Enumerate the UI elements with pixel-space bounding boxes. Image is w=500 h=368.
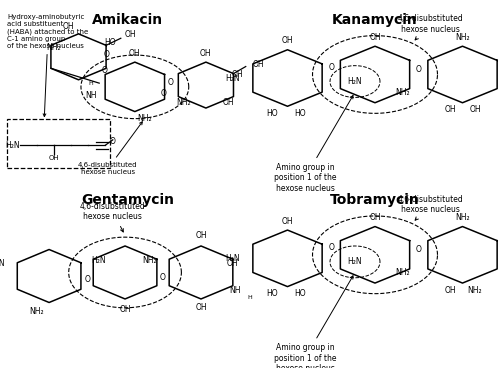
Text: H₂N: H₂N [225,74,240,82]
Text: 4,6-disubstituted
hexose nucleus: 4,6-disubstituted hexose nucleus [397,195,463,220]
Text: OH: OH [119,305,131,314]
Text: Kanamycin: Kanamycin [332,13,418,26]
Text: O: O [416,245,422,254]
Text: O: O [328,63,334,72]
Text: NH₂: NH₂ [138,114,152,123]
Text: OH: OH [129,49,140,58]
Text: 4,6-disubstituted
hexose nucleus: 4,6-disubstituted hexose nucleus [78,122,142,175]
Text: NH: NH [230,286,241,295]
Text: NH: NH [85,91,96,100]
Text: OH: OH [232,70,243,79]
Text: OH: OH [252,60,264,69]
Text: OH: OH [369,213,381,222]
Text: H₂N: H₂N [348,77,362,86]
Text: Gentamycin: Gentamycin [81,193,174,207]
Text: O: O [84,275,90,284]
Text: OH: OH [282,36,294,45]
Text: OH: OH [63,22,74,31]
Text: O: O [160,273,166,282]
Text: H₂N: H₂N [5,141,20,150]
Text: O: O [102,66,107,75]
Text: H: H [248,295,252,300]
Text: O: O [328,243,334,252]
Text: NH₂: NH₂ [455,213,470,222]
Text: 4,6-disubstituted
hexose nucleus: 4,6-disubstituted hexose nucleus [80,202,146,232]
Text: Amino group in
position 1 of the
hexose nucleus: Amino group in position 1 of the hexose … [274,276,353,368]
Text: OH: OH [195,231,207,240]
Text: NH₂: NH₂ [46,43,62,53]
Text: OH: OH [222,98,234,107]
Text: Hydroxy-aminobutyric
acid substituent
(HABA) attached to the
C-1 amino group
of : Hydroxy-aminobutyric acid substituent (H… [8,14,88,117]
Text: HO: HO [266,289,278,298]
Text: NH₂: NH₂ [176,98,191,107]
Text: NH₂: NH₂ [30,307,44,316]
Text: OH: OH [200,49,211,58]
Text: O: O [160,89,166,98]
Text: 4,6-disubstituted
hexose nucleus: 4,6-disubstituted hexose nucleus [397,14,463,40]
Text: OH: OH [369,33,381,42]
Text: OH: OH [125,30,136,39]
Text: NH₂: NH₂ [142,256,157,265]
Text: OH: OH [227,259,238,268]
Text: OH: OH [48,155,60,160]
Text: OH: OH [282,217,294,226]
Text: Tobramycin: Tobramycin [330,193,420,207]
Text: OH: OH [469,105,481,114]
Text: HO: HO [266,109,278,118]
Text: H₂N: H₂N [348,257,362,266]
Text: NH₂: NH₂ [455,33,470,42]
Text: H₂N: H₂N [0,259,5,268]
Text: Amikacin: Amikacin [92,13,163,26]
Text: NH₂: NH₂ [395,88,410,97]
Text: HO: HO [294,109,306,118]
Text: H₂N: H₂N [91,256,106,265]
Text: O: O [110,137,116,146]
Text: H: H [88,81,93,86]
Text: OH: OH [444,105,456,114]
Text: NH₂: NH₂ [468,286,482,295]
Text: O: O [168,78,173,87]
Text: OH: OH [444,286,456,295]
Text: NH₂: NH₂ [395,268,410,277]
Text: O: O [416,65,422,74]
Text: Amino group in
position 1 of the
hexose nucleus: Amino group in position 1 of the hexose … [274,95,353,192]
Text: O: O [103,50,109,60]
Text: OH: OH [195,303,207,312]
Text: H₂N: H₂N [225,254,240,263]
Text: HO: HO [294,289,306,298]
Text: HO: HO [104,38,116,47]
